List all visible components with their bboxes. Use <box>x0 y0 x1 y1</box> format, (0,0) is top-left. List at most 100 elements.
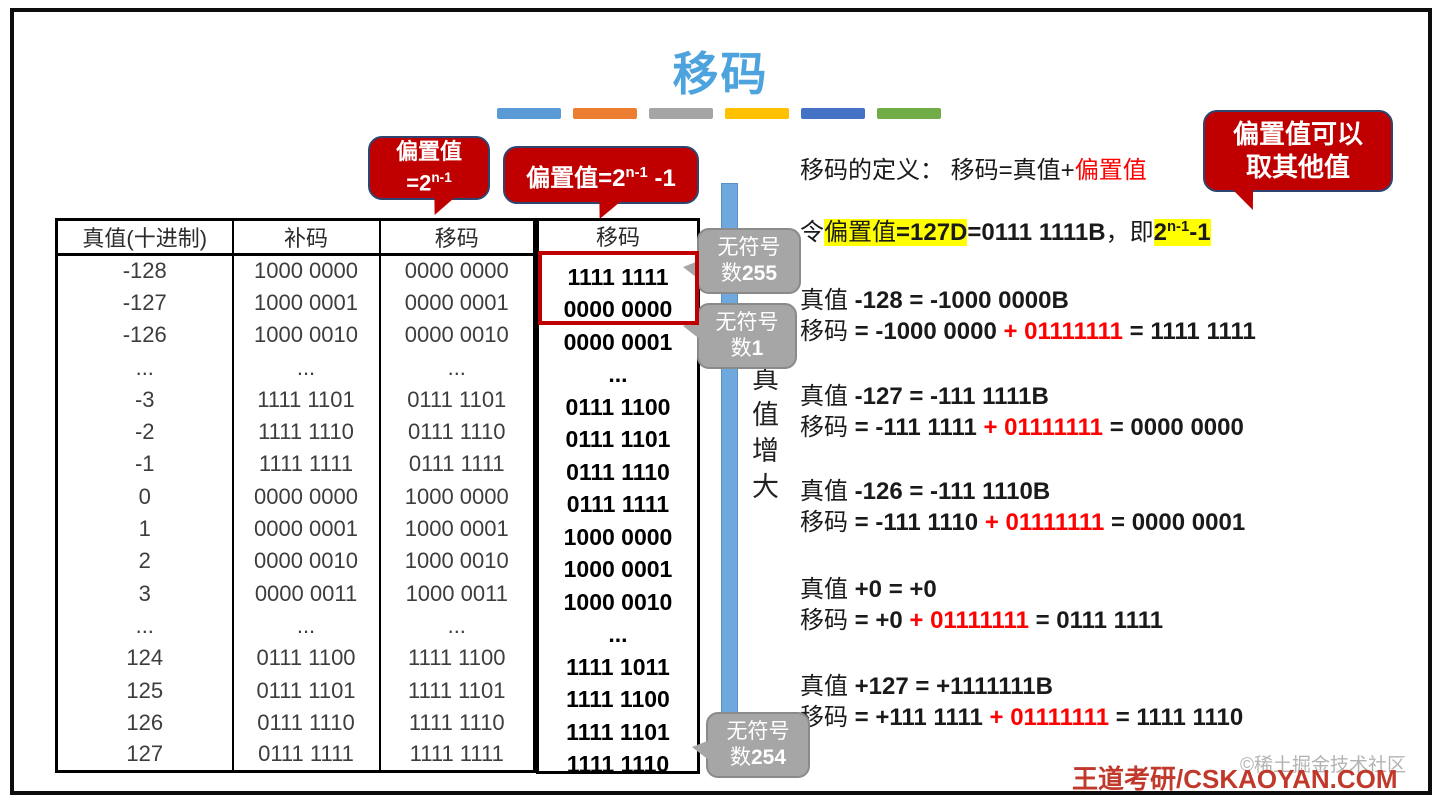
table-row: -1 1111 1111 0111 1111 <box>57 448 535 481</box>
callout-other-values-line2: 取其他值 <box>1245 152 1350 182</box>
table-row: -2 1111 1110 0111 1110 <box>57 415 535 449</box>
table-cell: 0000 0000 <box>378 254 535 287</box>
example-plus127: 真值 +127 = +1111111B 移码 = +111 1111 + 011… <box>800 671 1243 733</box>
example-truth-line: 真值 +0 = +0 <box>800 576 937 603</box>
footer-brand: 王道考研/CSKAOYAN.COM <box>1072 764 1398 794</box>
example-truth-line: 真值 +127 = +1111111B <box>800 673 1053 700</box>
shifted-column-cell: 0111 1101 <box>565 426 671 453</box>
callout-unsigned-255: 无符号 数255 <box>683 228 801 294</box>
accent-bar <box>725 108 789 119</box>
shifted-column-cell: 0111 1110 <box>566 458 670 485</box>
table-cell: ... <box>378 351 535 384</box>
callout-bias-pow: 偏置值 =2n-1 <box>368 136 490 215</box>
callout-line: 数1 <box>730 337 764 360</box>
accent-bar <box>877 108 941 119</box>
table-cell: 126 <box>126 709 164 735</box>
table-cell: ... <box>135 354 154 380</box>
table-cell: 0111 1110 <box>378 415 535 449</box>
table-row: -126 1000 0010 0000 0010 <box>57 319 535 352</box>
table-row: -127 1000 0001 0000 0001 <box>57 286 535 320</box>
table-row: -3 1111 1101 0111 1101 <box>57 383 535 416</box>
callout-tail <box>594 200 623 219</box>
shifted-column-cell: 0111 1111 <box>566 491 670 518</box>
bias-addend: + 01111111 <box>989 704 1110 731</box>
shifted-column-cell: 1000 0001 <box>563 556 673 583</box>
table-cell: 2 <box>138 548 151 574</box>
table-cell: 1111 1100 <box>378 642 535 675</box>
truth-table: 真值(十进制) 补码 移码 -128 1000 0000 0000 0000 -127… <box>55 218 536 773</box>
table-row: 125 0111 1101 1111 1101 <box>57 674 535 707</box>
table-cell: 1111 1111 <box>231 448 380 481</box>
table-row: 3 0000 0011 1000 0011 <box>57 577 535 610</box>
callout-tail <box>683 319 701 340</box>
accent-bar <box>801 108 865 119</box>
bias-addend: + 01111111 <box>1003 318 1123 345</box>
shifted-column-cell: 1111 1110 <box>566 751 670 778</box>
col-header-twos-complement: 补码 <box>231 219 380 256</box>
table-header-row: 真值(十进制) 补码 移码 <box>56 219 535 256</box>
shifted-column-cell: 0111 1100 <box>565 393 671 420</box>
callout-tail <box>692 740 710 761</box>
callout-line: 数255 <box>720 262 778 285</box>
callout-other-values-line1: 偏置值可以 <box>1232 119 1363 149</box>
table-cell: 1111 1111 <box>378 738 535 772</box>
table-cell: -3 <box>134 386 155 412</box>
bias-addend: + 01111111 <box>983 414 1104 441</box>
table-cell: 1000 0010 <box>378 545 535 578</box>
table-cell: 1111 1110 <box>378 706 535 739</box>
exponent: n-1 <box>1166 219 1190 235</box>
table-cell: 0000 0011 <box>231 577 380 610</box>
table-row: 124 0111 1100 1111 1100 <box>57 642 535 675</box>
shifted-column-cell: 1111 1101 <box>566 718 670 745</box>
shifted-column-body: 1111 1111 0000 0000 0000 0001... 0111 1100 0… <box>539 254 697 781</box>
shifted-column-cell: ... <box>608 361 628 388</box>
table-cell: 124 <box>126 645 164 671</box>
example-truth-line: 真值 -127 = -111 1111B <box>800 383 1049 410</box>
table-row: 126 0111 1110 1111 1110 <box>57 706 535 739</box>
table-cell: ... <box>135 612 154 638</box>
shifted-column-cell: 1000 0010 <box>563 588 673 615</box>
callout-tail <box>429 196 457 215</box>
shifted-column-cell: 0000 0000 <box>563 296 673 323</box>
shifted-column-cell: 0000 0001 <box>563 328 673 355</box>
example-code-line: 移码 = -111 1110 + 01111111 = 0000 0001 <box>800 509 1246 536</box>
callout-line: 数254 <box>729 746 787 769</box>
accent-bars <box>497 108 941 119</box>
example-code-line: 移码 = -1000 0000 + 01111111 = 1111 1111 <box>800 318 1256 345</box>
callout-tail <box>683 260 701 281</box>
callout-unsigned-1: 无符号 数1 <box>683 303 797 369</box>
example-code-line: 移码 = +111 1111 + 01111111 = 1111 1110 <box>800 704 1244 731</box>
callout-bias-pow-line1: 偏置值 <box>395 139 462 165</box>
shifted-column-cell: 1000 0000 <box>563 523 673 550</box>
table-row: ......... <box>57 351 535 384</box>
table-cell: 0000 0001 <box>378 286 535 320</box>
table-cell: 0111 1101 <box>378 383 535 416</box>
example-truth-line: 真值 -128 = -1000 0000B <box>800 287 1069 314</box>
table-cell: ... <box>231 351 380 384</box>
table-cell: 1 <box>138 516 151 542</box>
highlight-power-expression: 2n-1-1 <box>1153 219 1211 246</box>
shifted-column-cell: ... <box>608 621 628 648</box>
table-cell: 0111 1101 <box>231 674 380 707</box>
table-cell: 3 <box>138 580 151 606</box>
table-cell: 1000 0001 <box>231 286 380 320</box>
table-row: ......... <box>57 609 535 643</box>
exponent: n-1 <box>625 164 648 181</box>
table-cell: -1 <box>134 451 155 477</box>
table-cell: -2 <box>134 419 155 445</box>
table-row: 0 0000 0000 1000 0000 <box>57 480 535 513</box>
table-cell: 0111 1111 <box>378 448 535 481</box>
callout-line: 无符号 <box>715 311 779 334</box>
table-cell: 1111 1101 <box>378 674 535 707</box>
table-cell: 0 <box>138 483 151 509</box>
col-header-truth-value: 真值(十进制) <box>56 219 233 256</box>
example-code-line: 移码 = -111 1111 + 01111111 = 0000 0000 <box>800 414 1244 441</box>
table-cell: 0111 1110 <box>231 706 380 739</box>
axis-label: 真值增大 <box>748 364 778 508</box>
callout-other-values: 偏置值可以 取其他值 <box>1203 110 1393 210</box>
truth-table-body: -128 1000 0000 0000 0000 -127 1000 0001 0000 … <box>57 254 535 772</box>
accent-bar <box>497 108 561 119</box>
table-cell: 1000 0011 <box>378 577 535 610</box>
example-minus128: 真值 -128 = -1000 0000B 移码 = -1000 0000 + … <box>800 285 1256 347</box>
